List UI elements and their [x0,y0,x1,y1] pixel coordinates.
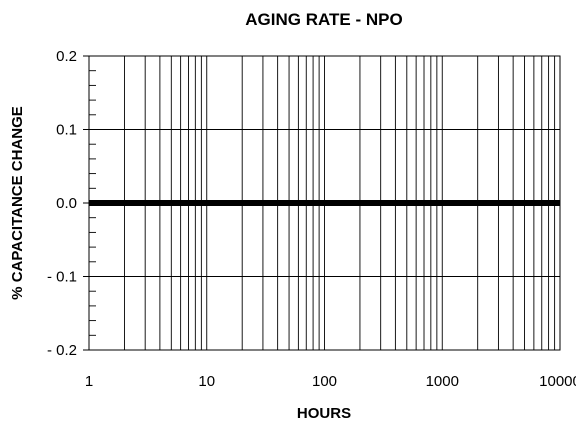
plot-frame [88,55,561,351]
x-tick-label: 1 [85,373,93,390]
y-tick-label: - 0.1 [47,269,77,286]
x-tick-label: 10 [198,373,215,390]
y-tick-label: - 0.2 [47,342,77,359]
y-tick-label: 0.0 [56,195,77,212]
x-tick-label: 1000 [426,373,459,390]
y-axis-label: % CAPACITANCE CHANGE [9,106,26,300]
y-tick-label: 0.2 [56,48,77,65]
y-tick-labels: 0.2 0.1 0.0 - 0.1 - 0.2 [47,48,77,359]
y-tick-label: 0.1 [56,122,77,139]
x-axis-label: HOURS [297,405,351,422]
chart-title: AGING RATE - NPO [245,10,402,29]
x-tick-label: 100 [312,373,337,390]
